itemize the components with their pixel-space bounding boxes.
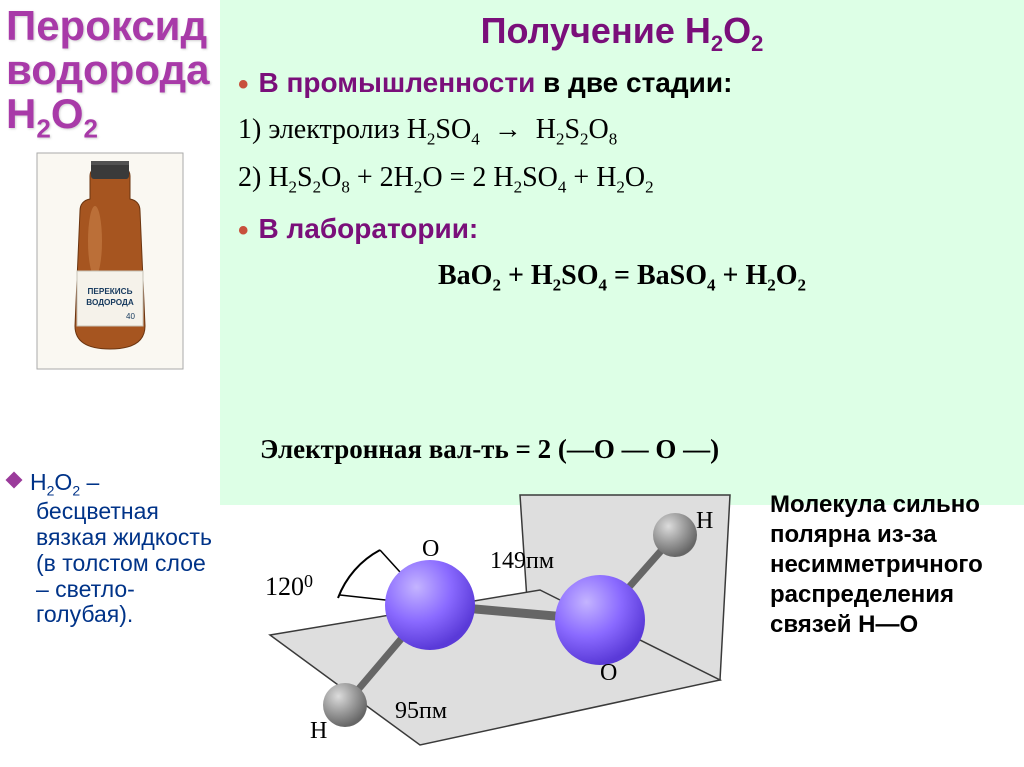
polarity-text: Молекула сильно полярна из-за несимметри… [770,490,1020,640]
svg-text:ПЕРЕКИСЬ: ПЕРЕКИСЬ [88,287,133,296]
angle-label: 1200 [265,571,313,601]
bond-oo-label: 149пм [490,548,554,574]
industry-step2: 2) H2S2O8 + 2H2O = 2 H2SO4 + H2O2 [220,156,1024,204]
atom-o2-label: O [600,660,617,686]
industry-rest: в две стадии: [535,67,732,98]
title-formula: Н2O2 [6,90,98,137]
molecule-diagram: 1200 O O H H 149пм 95пм [230,490,770,760]
svg-text:40: 40 [126,312,135,321]
bond-oh-label: 95пм [395,698,447,724]
electron-valency: Электронная вал-ть = 2 (—O — O —) [220,420,1024,475]
industry-heading: • В промышленности в две стадии: [220,57,1024,108]
desc-formula: Н2O2 [30,469,80,495]
description-block: Н2O2 – бесцветная вязкая жидкость (в тол… [8,470,218,628]
title-peroxide: Пероксид водорода Н2O2 [0,0,220,143]
diamond-icon [6,472,23,489]
atom-h2-label: H [696,508,713,534]
atom-h1-label: H [310,718,327,744]
bullet-icon: • [238,214,249,247]
desc-dash: – [80,469,99,495]
lab-equation: BaO2 + H2SO4 = BaSO4 + H2O2 [220,254,1024,302]
desc-text: бесцветная вязкая жидкость (в толстом сл… [8,499,218,628]
lab-keyword: В лаборатории: [259,213,479,244]
industry-keyword: В промышленности [259,67,536,98]
industry-step1: 1) электролиз H2SO4 → H2S2O8 [220,108,1024,156]
title-line1: Пероксид [6,2,207,49]
svg-text:ВОДОРОДА: ВОДОРОДА [86,298,134,307]
atom-o1-label: O [422,536,439,562]
lab-heading: • В лаборатории: [220,203,1024,254]
title-line2: водорода [6,46,209,93]
title-right: Получение Н2O2 [220,0,1024,57]
bullet-icon: • [238,68,249,101]
bottle-image: ПЕРЕКИСЬ ВОДОРОДА 40 [0,151,220,371]
